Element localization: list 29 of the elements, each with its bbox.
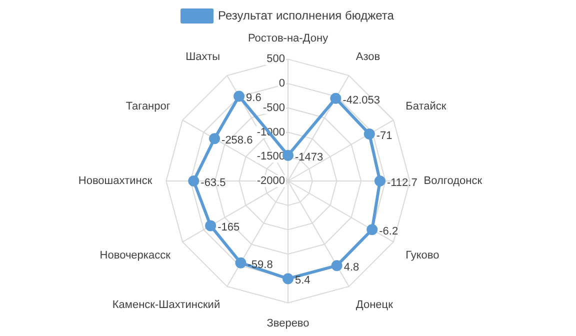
spoke-label: Таганрог: [126, 100, 170, 113]
y-tick-label: 0: [278, 78, 285, 90]
data-label: -1473: [295, 151, 324, 164]
data-label: -59.8: [248, 258, 273, 271]
spoke-label: Ростов-на-Дону: [248, 32, 329, 45]
y-tick-label: -2000: [256, 175, 285, 188]
y-tick-label: -500: [262, 102, 285, 114]
spoke-label: Зверево: [266, 317, 310, 330]
spoke-label: Шахты: [186, 50, 220, 63]
data-label: 9.6: [246, 92, 262, 104]
data-label: -42.053: [342, 94, 380, 106]
data-label: -71: [376, 130, 392, 142]
data-label: -63.5: [200, 177, 226, 190]
data-label: -258.6: [222, 134, 253, 147]
spoke-label: Волгодонск: [424, 175, 482, 188]
spoke-label: Азов: [356, 50, 380, 63]
spoke-label: Донецк: [356, 299, 394, 312]
data-label: -165: [218, 222, 240, 234]
y-tick-label: 500: [266, 53, 285, 66]
data-label: -6.2: [379, 226, 398, 238]
data-label: -112.7: [386, 177, 418, 190]
data-label: 4.8: [344, 262, 360, 274]
spoke-label: Новошахтинск: [78, 175, 152, 188]
spoke-label: Гуково: [406, 250, 440, 262]
spoke-label: Новочеркасск: [100, 250, 171, 262]
legend-label: Результат исполнения бюджета: [218, 8, 394, 22]
spoke-label: Каменск-Шахтинский: [112, 299, 220, 312]
spoke-label: Батайск: [406, 100, 446, 113]
data-label: 5.4: [295, 274, 310, 287]
